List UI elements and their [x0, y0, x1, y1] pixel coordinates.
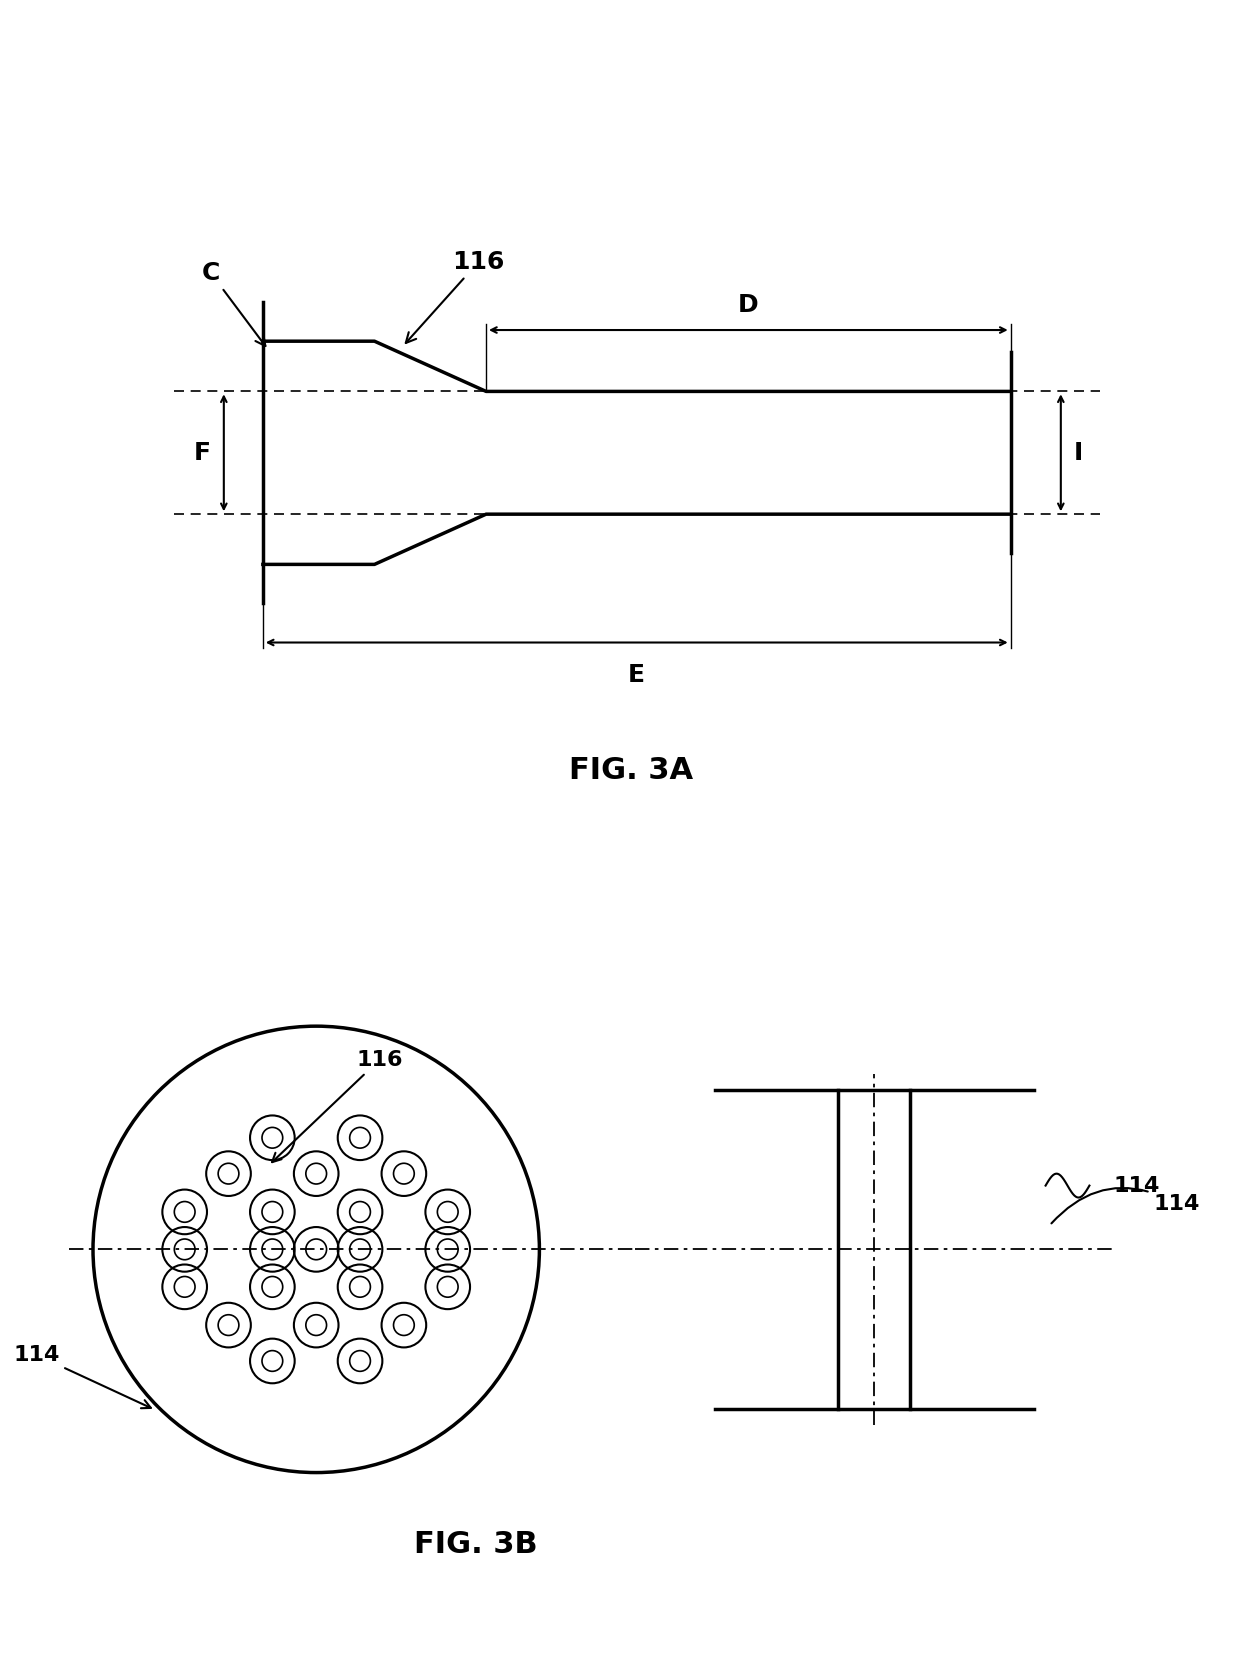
Text: FIG. 3B: FIG. 3B — [414, 1529, 537, 1560]
Text: F: F — [193, 441, 211, 465]
Text: D: D — [738, 293, 759, 317]
Text: 114: 114 — [1052, 1187, 1199, 1224]
Text: 116: 116 — [405, 250, 505, 344]
Text: E: E — [629, 662, 645, 686]
Text: C: C — [201, 262, 265, 345]
Text: 114: 114 — [14, 1345, 151, 1409]
Text: FIG. 3A: FIG. 3A — [569, 756, 693, 785]
Text: 116: 116 — [272, 1050, 403, 1162]
Text: I: I — [1074, 441, 1084, 465]
Text: 114: 114 — [1114, 1176, 1159, 1196]
